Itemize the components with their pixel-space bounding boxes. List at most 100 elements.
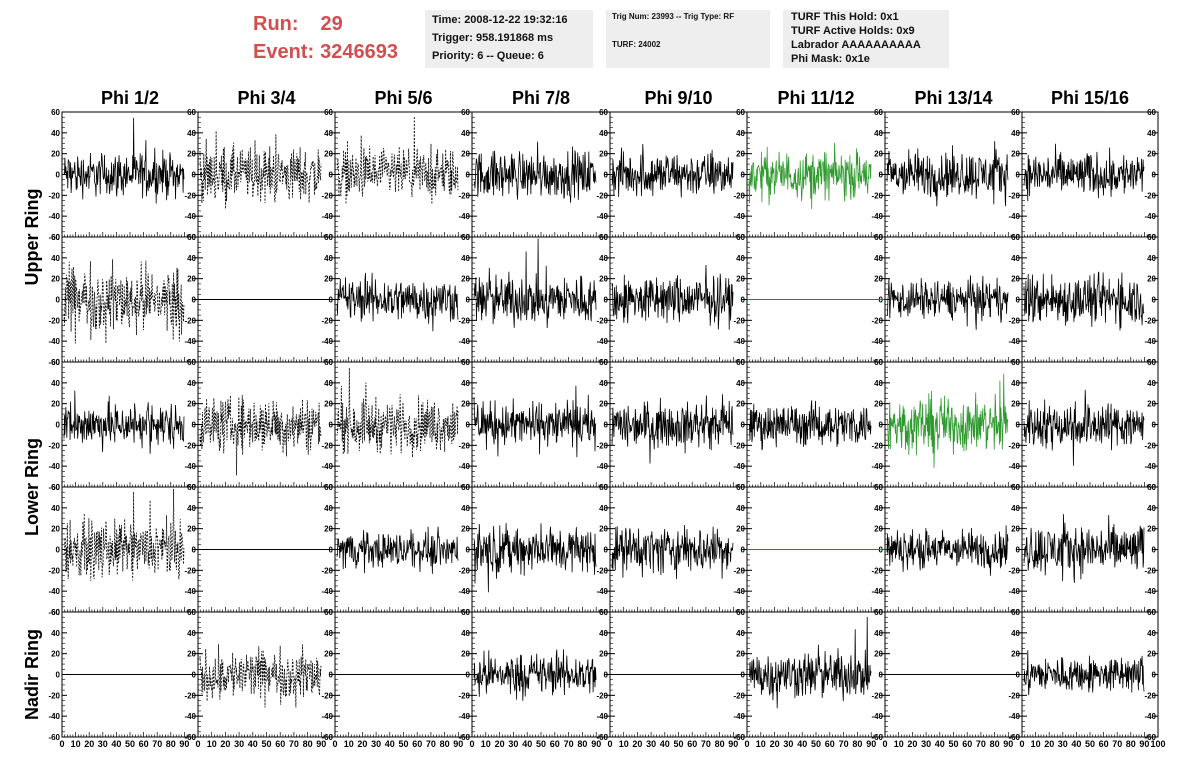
y-tick-label: 20	[187, 650, 196, 659]
y-tick-label: 60	[874, 608, 883, 617]
y-tick-label: 0	[741, 421, 746, 430]
y-tick-label: 0	[329, 171, 334, 180]
waveform-trace	[63, 117, 185, 204]
y-tick-label: 40	[187, 379, 196, 388]
y-tick-label: -60	[1144, 733, 1156, 742]
y-tick-label: 20	[1147, 525, 1156, 534]
y-tick-label: 20	[599, 525, 608, 534]
x-tick-label: 90	[316, 739, 326, 749]
x-tick-label: 40	[111, 739, 121, 749]
x-tick-label: 40	[935, 739, 945, 749]
y-tick-label: -20	[184, 316, 196, 325]
priority-text: Priority: 6 -- Queue: 6	[432, 50, 544, 62]
trigger-text: Trigger: 958.191868 ms	[432, 32, 554, 44]
y-tick-label: 40	[324, 129, 333, 138]
x-tick-label: 50	[1085, 739, 1095, 749]
x-tick-label: 30	[921, 739, 931, 749]
y-tick-label: 60	[599, 233, 608, 242]
y-tick-label: 20	[1011, 150, 1020, 159]
y-tick-label: -60	[871, 733, 883, 742]
y-tick-label: -40	[1144, 712, 1156, 721]
y-tick-label: 40	[1011, 379, 1020, 388]
y-tick-label: 0	[466, 546, 471, 555]
y-tick-label: -40	[321, 337, 333, 346]
trig-num-text: Trig Num: 23993 -- Trig Type: RF	[612, 12, 735, 21]
y-tick-label: -40	[184, 462, 196, 471]
waveform-trace	[336, 116, 459, 205]
y-tick-label: 0	[741, 296, 746, 305]
y-tick-label: 60	[1011, 483, 1020, 492]
y-tick-label: 60	[1147, 358, 1156, 367]
x-tick-label: 40	[522, 739, 532, 749]
x-tick-label: 70	[701, 739, 711, 749]
run-value: 29	[320, 13, 343, 35]
y-tick-label: 0	[56, 171, 61, 180]
y-tick-label: 40	[736, 504, 745, 513]
y-tick-label: 0	[192, 546, 197, 555]
y-tick-label: 40	[324, 504, 333, 513]
y-tick-label: -20	[321, 441, 333, 450]
run-event-header: Run: 29 Event: 3246693	[253, 10, 398, 66]
y-tick-label: -40	[184, 587, 196, 596]
y-tick-label: -40	[733, 462, 745, 471]
y-tick-label: -40	[458, 337, 470, 346]
x-tick-label: 100	[1150, 739, 1165, 749]
waveform-trace	[886, 373, 1009, 468]
column-title: Phi 11/12	[777, 88, 854, 108]
waveform-trace	[748, 400, 872, 451]
y-tick-label: 0	[879, 421, 884, 430]
trig-num-box: Trig Num: 23993 -- Trig Type: RF TURF: 2…	[606, 10, 770, 68]
x-tick-label: 40	[385, 739, 395, 749]
y-tick-label: -40	[321, 462, 333, 471]
waveform-trace	[63, 488, 185, 581]
y-tick-label: 40	[874, 504, 883, 513]
x-tick-label: 80	[852, 739, 862, 749]
y-tick-label: -40	[458, 462, 470, 471]
y-tick-label: -40	[1144, 212, 1156, 221]
y-tick-label: 0	[1016, 171, 1021, 180]
x-tick-label: 50	[125, 739, 135, 749]
y-tick-label: 60	[187, 608, 196, 617]
x-tick-label: 70	[152, 739, 162, 749]
y-tick-label: -20	[184, 691, 196, 700]
waveform-trace	[473, 649, 597, 701]
y-tick-label: 20	[874, 650, 883, 659]
x-tick-label: 20	[84, 739, 94, 749]
y-tick-label: -40	[48, 337, 60, 346]
x-tick-label: 20	[220, 739, 230, 749]
y-tick-label: 60	[1147, 108, 1156, 117]
x-tick-label: 30	[646, 739, 656, 749]
y-tick-label: 60	[599, 608, 608, 617]
y-tick-label: -20	[321, 691, 333, 700]
x-tick-label: 10	[1031, 739, 1041, 749]
y-tick-label: -40	[458, 712, 470, 721]
y-tick-label: 60	[461, 608, 470, 617]
y-tick-label: 20	[324, 150, 333, 159]
phi-mask-text: Phi Mask: 0x1e	[791, 53, 870, 65]
y-tick-label: -40	[733, 212, 745, 221]
x-tick-label: 80	[577, 739, 587, 749]
x-tick-label: 30	[371, 739, 381, 749]
y-tick-label: 0	[192, 296, 197, 305]
y-tick-label: 20	[1011, 275, 1020, 284]
y-tick-label: 20	[1011, 650, 1020, 659]
y-tick-label: 40	[51, 629, 60, 638]
y-tick-label: 0	[56, 296, 61, 305]
y-tick-label: 60	[51, 483, 60, 492]
y-tick-label: 20	[187, 400, 196, 409]
x-tick-label: 90	[1139, 739, 1149, 749]
y-tick-label: -40	[48, 212, 60, 221]
x-tick-label: 0	[332, 739, 337, 749]
